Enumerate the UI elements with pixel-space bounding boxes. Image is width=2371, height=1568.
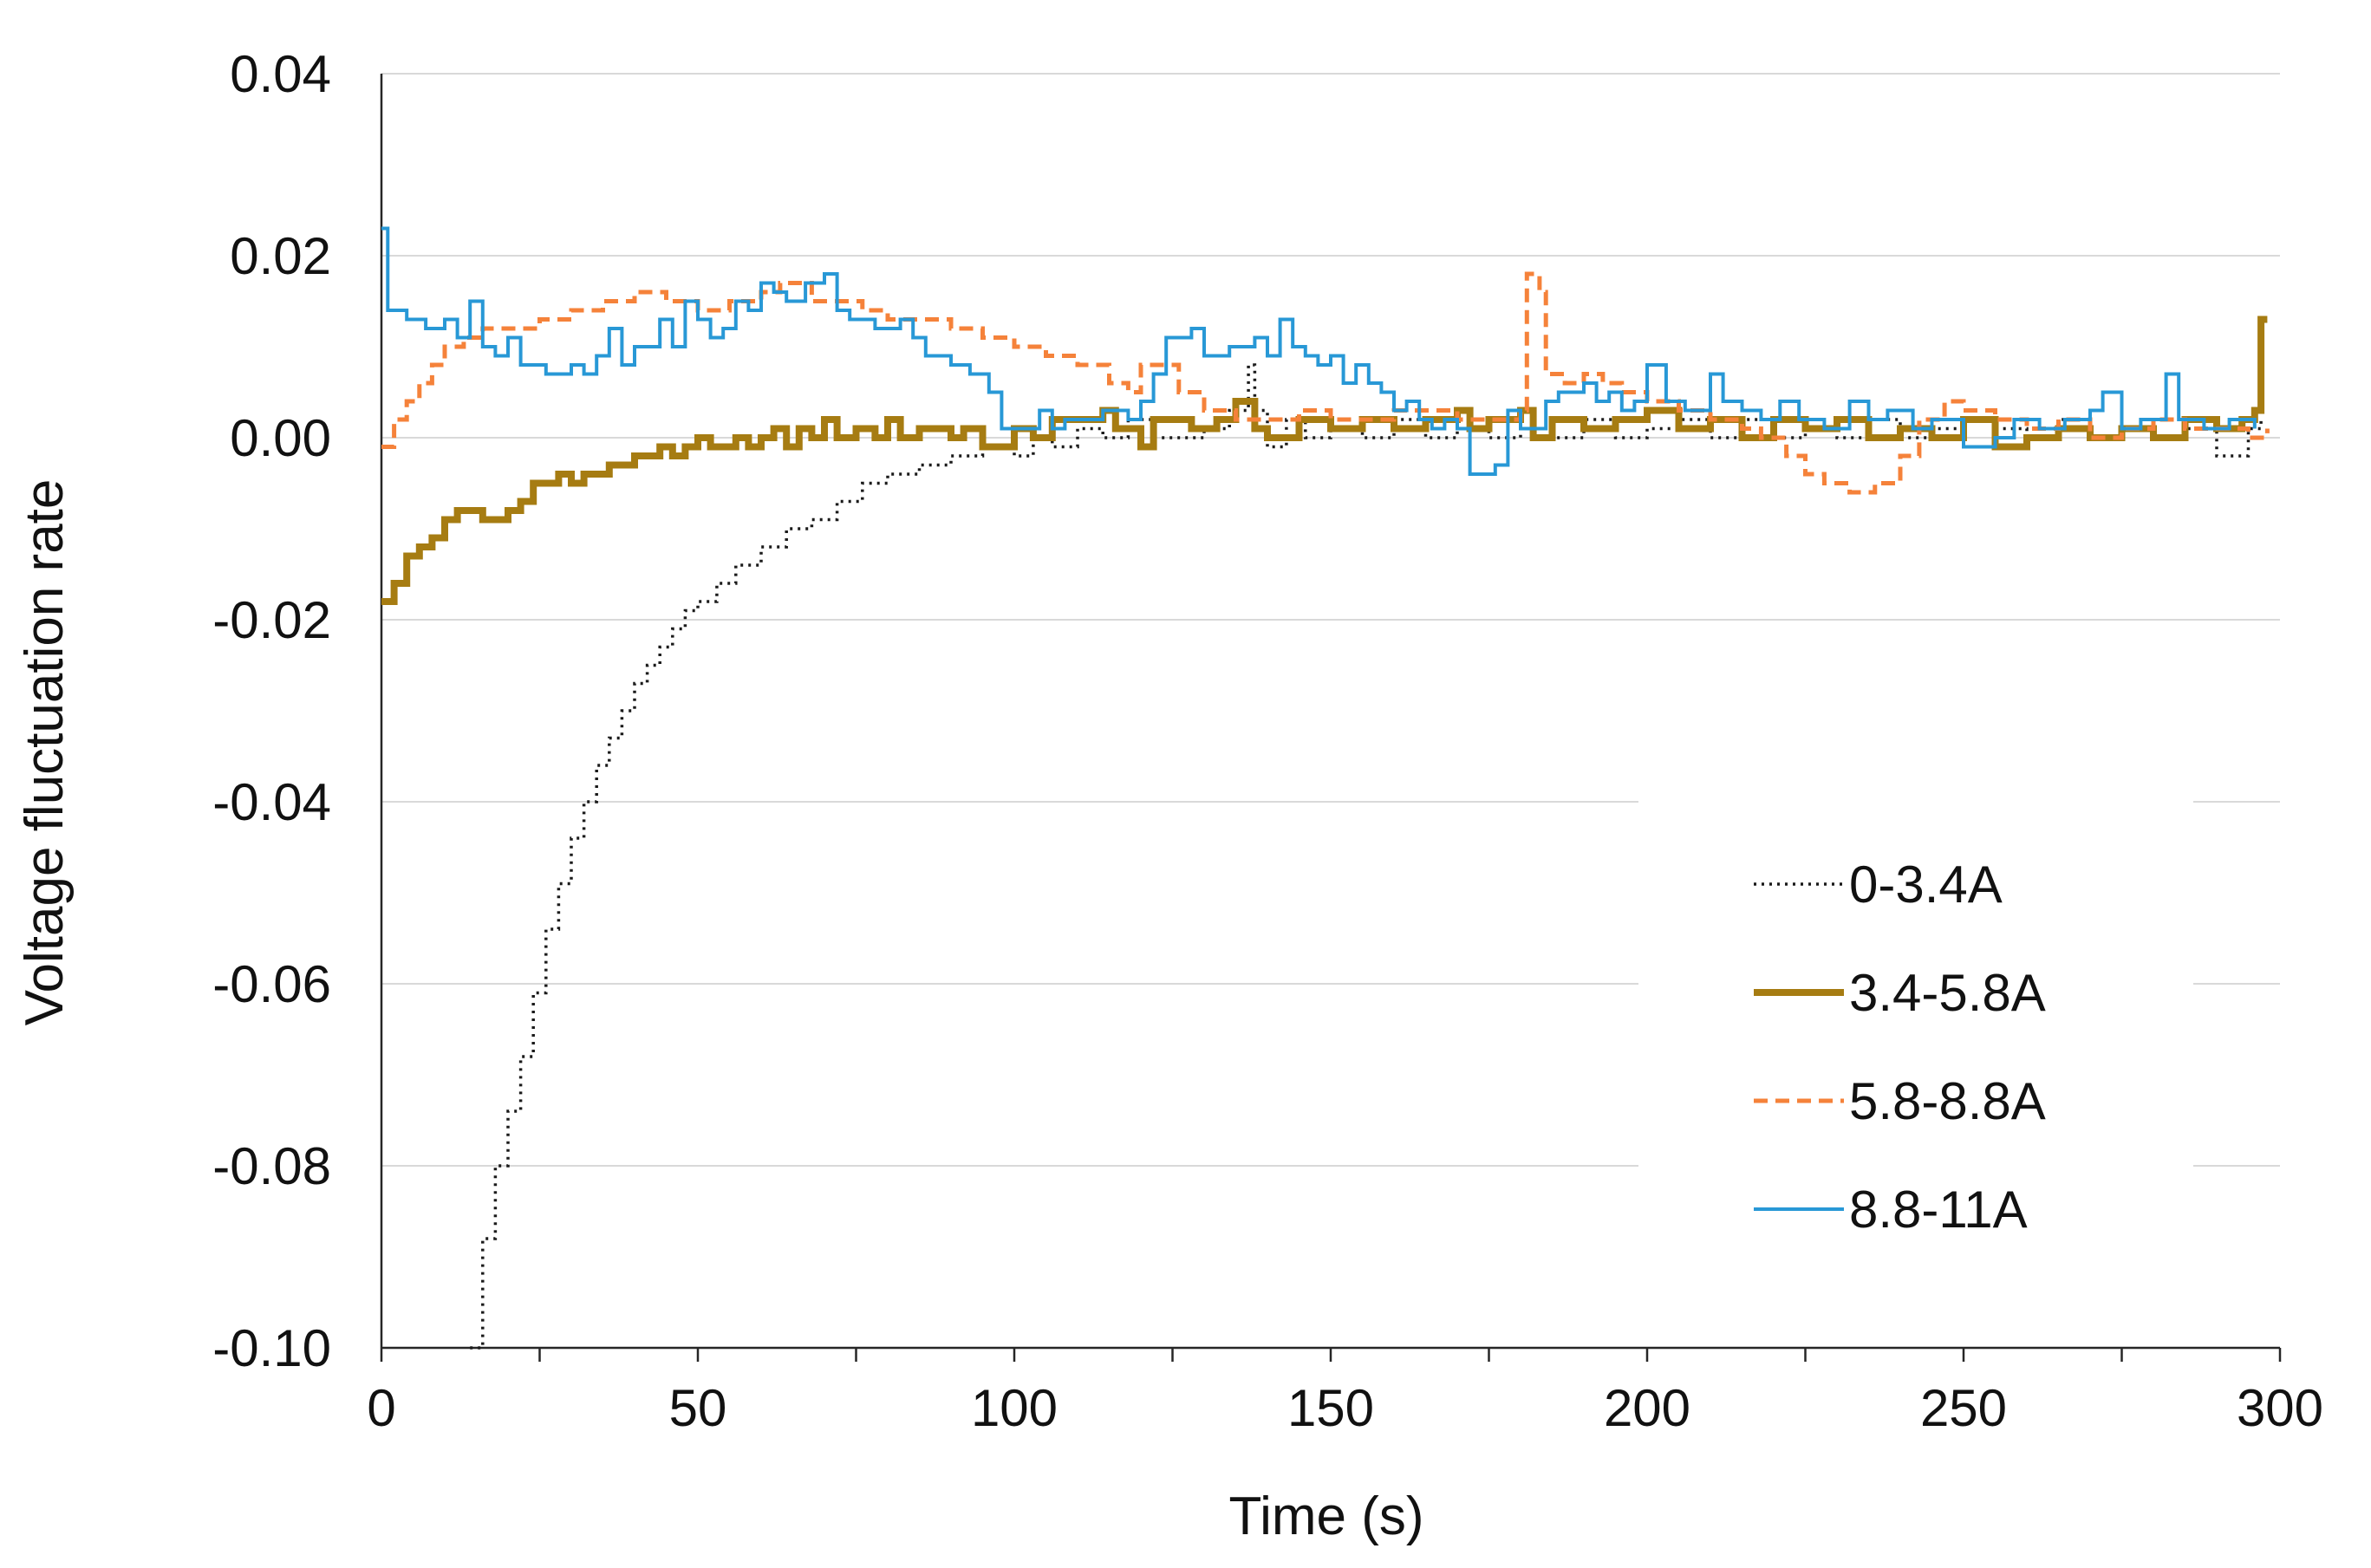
x-tick-label: 200 — [1604, 1379, 1690, 1437]
legend: 0-3.4A 3.4-5.8A 5.8-8.8A 8.8-11A — [1638, 793, 2193, 1239]
legend-label: 5.8-8.8A — [1849, 1072, 2046, 1130]
x-tick-label: 250 — [1920, 1379, 2007, 1437]
y-axis-label: Voltage fluctuation rate — [15, 479, 75, 1026]
series-line-3.4-5.8A — [381, 316, 2268, 605]
axes: 0.04 0.02 0.00 -0.02 -0.04 -0.06 -0.08 -0.10 0 50… — [212, 45, 2323, 1437]
x-tick-label: 50 — [669, 1379, 727, 1437]
x-tick-label: 100 — [971, 1379, 1058, 1437]
y-tick-label: 0.04 — [230, 45, 331, 103]
y-tick-label: -0.06 — [212, 955, 331, 1013]
x-tick-label: 150 — [1287, 1379, 1374, 1437]
legend-background — [1638, 793, 2193, 1235]
series-line-5.8-8.8A — [381, 271, 2270, 495]
y-tick-label: -0.04 — [212, 773, 331, 831]
y-tick-label: 0.02 — [230, 227, 331, 285]
y-tick-label: -0.08 — [212, 1137, 331, 1195]
x-tick-label: 300 — [2237, 1379, 2323, 1437]
y-tick-label: -0.02 — [212, 591, 331, 649]
series-line-8.8-11A — [381, 226, 2257, 476]
y-tick-label: 0.00 — [230, 409, 331, 467]
plot-series — [381, 226, 2270, 1350]
legend-label: 8.8-11A — [1849, 1181, 2028, 1239]
legend-label: 3.4-5.8A — [1849, 964, 2046, 1022]
y-tick-label: -0.10 — [212, 1319, 331, 1377]
legend-label: 0-3.4A — [1849, 856, 2003, 914]
x-axis-label: Time (s) — [1229, 1487, 1424, 1546]
x-tick-label: 0 — [367, 1379, 395, 1437]
series-line-0-3.4A — [470, 363, 2263, 1350]
